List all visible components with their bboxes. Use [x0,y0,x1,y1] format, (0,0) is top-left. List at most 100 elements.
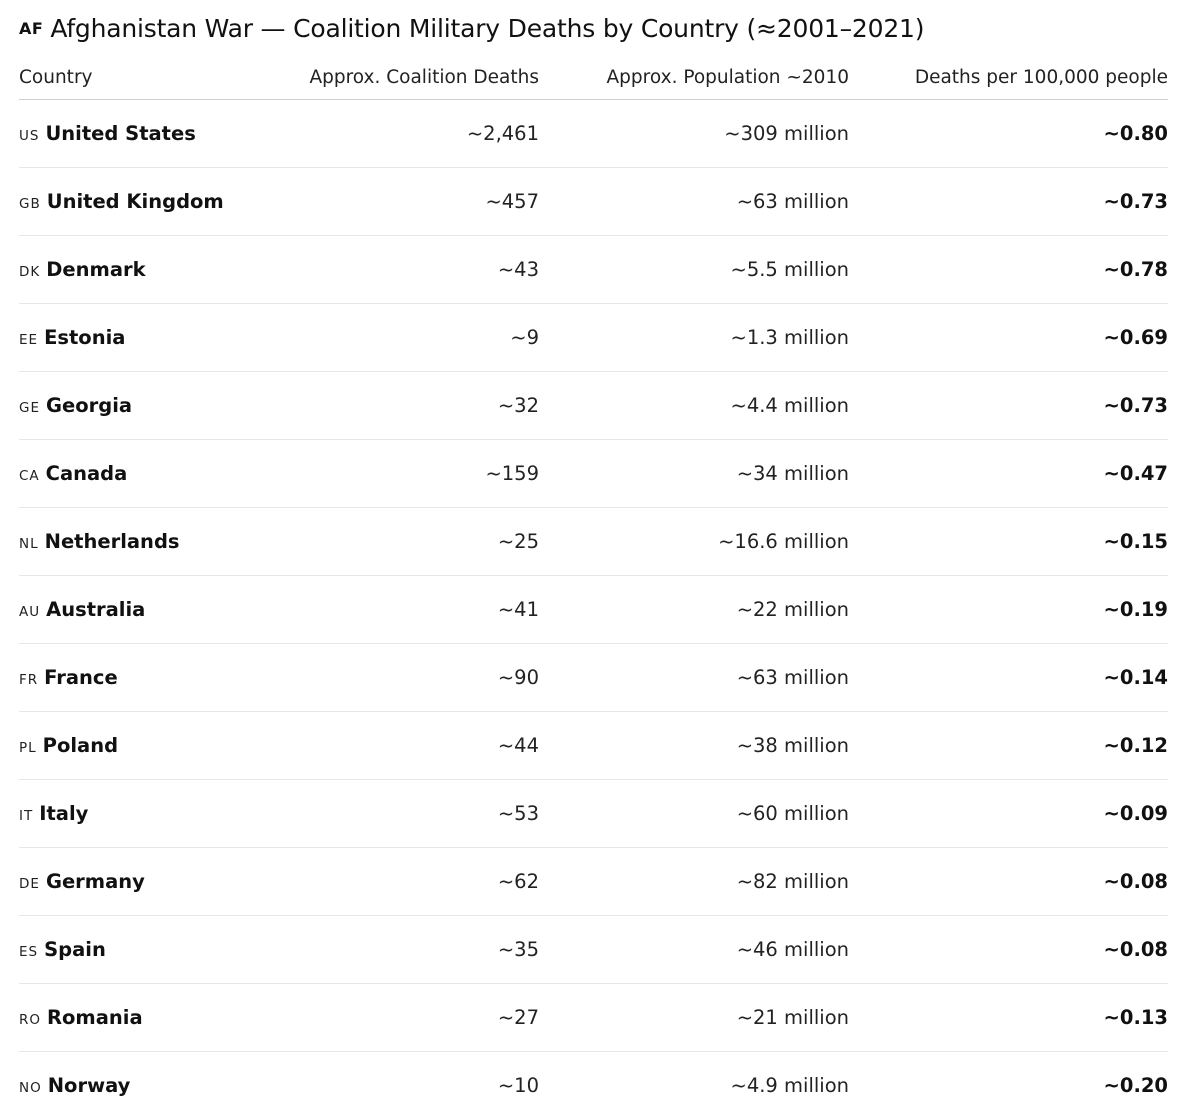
deaths-cell: ~159 [298,440,539,508]
header-country: Country [19,56,298,100]
population-cell: ~16.6 million [539,508,849,576]
population-cell: ~34 million [539,440,849,508]
population-cell: ~4.4 million [539,372,849,440]
country-code: RO [19,1012,41,1028]
country-code: GB [19,196,41,212]
deaths-cell: ~43 [298,236,539,304]
country-name: Italy [39,802,88,825]
country-name: Norway [48,1074,131,1097]
country-cell: ES Spain [19,916,298,984]
rate-cell: ~0.73 [849,372,1168,440]
country-code: GE [19,400,40,416]
deaths-cell: ~9 [298,304,539,372]
rate-cell: ~0.08 [849,848,1168,916]
deaths-cell: ~44 [298,712,539,780]
country-name: Estonia [44,326,125,349]
rate-cell: ~0.80 [849,100,1168,168]
country-cell: PL Poland [19,712,298,780]
rate-cell: ~0.78 [849,236,1168,304]
rate-cell: ~0.73 [849,168,1168,236]
deaths-cell: ~10 [298,1052,539,1119]
population-cell: ~5.5 million [539,236,849,304]
title-text: Afghanistan War — Coalition Military Dea… [50,14,924,43]
country-name: Australia [46,598,145,621]
population-cell: ~63 million [539,644,849,712]
country-code: ES [19,944,38,960]
country-cell: DK Denmark [19,236,298,304]
page-title: AF Afghanistan War — Coalition Military … [19,0,1168,56]
country-cell: GB United Kingdom [19,168,298,236]
deaths-cell: ~32 [298,372,539,440]
population-cell: ~309 million [539,100,849,168]
rate-cell: ~0.19 [849,576,1168,644]
country-name: Germany [46,870,145,893]
rate-cell: ~0.13 [849,984,1168,1052]
table-row: ES Spain ~35~46 million~0.08 [19,916,1168,984]
country-code: CA [19,468,40,484]
country-name: United States [45,122,195,145]
table-row: RO Romania ~27~21 million~0.13 [19,984,1168,1052]
population-cell: ~38 million [539,712,849,780]
country-name: Poland [43,734,118,757]
title-flag-code: AF [19,19,43,38]
deaths-cell: ~35 [298,916,539,984]
country-cell: DE Germany [19,848,298,916]
rate-cell: ~0.08 [849,916,1168,984]
population-cell: ~21 million [539,984,849,1052]
country-cell: US United States [19,100,298,168]
rate-cell: ~0.15 [849,508,1168,576]
country-cell: RO Romania [19,984,298,1052]
table-header: Country Approx. Coalition Deaths Approx.… [19,56,1168,100]
country-code: NO [19,1080,42,1096]
country-name: Spain [44,938,106,961]
country-code: EE [19,332,38,348]
country-name: Denmark [46,258,145,281]
population-cell: ~46 million [539,916,849,984]
population-cell: ~60 million [539,780,849,848]
table-row: GB United Kingdom ~457~63 million~0.73 [19,168,1168,236]
header-deaths: Approx. Coalition Deaths [298,56,539,100]
country-name: Canada [46,462,128,485]
deaths-cell: ~457 [298,168,539,236]
deaths-cell: ~41 [298,576,539,644]
population-cell: ~63 million [539,168,849,236]
country-name: France [44,666,118,689]
country-name: United Kingdom [47,190,224,213]
deaths-cell: ~27 [298,984,539,1052]
table-row: DK Denmark ~43~5.5 million~0.78 [19,236,1168,304]
deaths-cell: ~25 [298,508,539,576]
country-code: IT [19,808,33,824]
header-rate: Deaths per 100,000 people [849,56,1168,100]
header-population: Approx. Population ~2010 [539,56,849,100]
deaths-cell: ~53 [298,780,539,848]
rate-cell: ~0.20 [849,1052,1168,1119]
country-cell: NO Norway [19,1052,298,1119]
country-code: US [19,128,39,144]
country-name: Netherlands [45,530,180,553]
header-row: Country Approx. Coalition Deaths Approx.… [19,56,1168,100]
population-cell: ~22 million [539,576,849,644]
deaths-cell: ~2,461 [298,100,539,168]
population-cell: ~1.3 million [539,304,849,372]
country-cell: IT Italy [19,780,298,848]
table-row: NO Norway ~10~4.9 million~0.20 [19,1052,1168,1119]
country-name: Romania [47,1006,143,1029]
country-code: PL [19,740,37,756]
country-code: DE [19,876,40,892]
country-code: DK [19,264,40,280]
population-cell: ~4.9 million [539,1052,849,1119]
